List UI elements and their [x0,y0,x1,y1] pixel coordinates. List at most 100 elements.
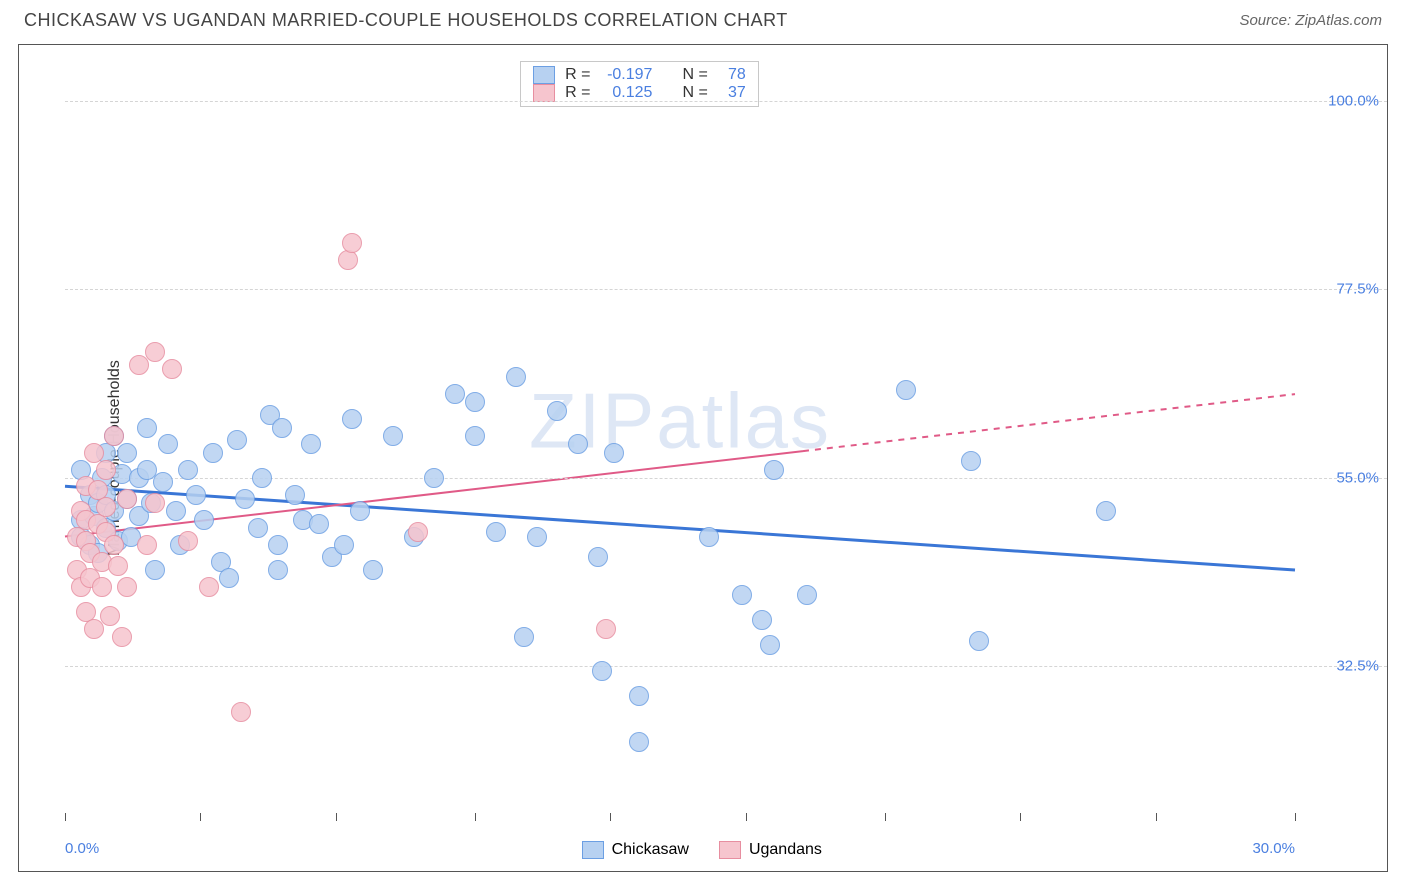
swatch-icon [533,84,555,102]
data-point [1096,501,1116,521]
r-label: R = [565,66,590,84]
y-tick-label: 55.0% [1336,469,1379,486]
data-point [604,443,624,463]
gridline [65,289,1387,290]
data-point [137,535,157,555]
n-value: 78 [718,66,746,84]
chart-container: Married-couple Households ZIPatlas R =-0… [18,44,1388,872]
data-point [108,556,128,576]
data-point [309,514,329,534]
data-point [596,619,616,639]
data-point [732,585,752,605]
y-tick-label: 32.5% [1336,658,1379,675]
data-point [84,619,104,639]
data-point [268,535,288,555]
r-label: R = [565,84,590,102]
data-point [334,535,354,555]
legend-label: Chickasaw [612,841,689,859]
data-point [186,485,206,505]
plot-area: ZIPatlas R =-0.197N =78R =0.125N =37 Chi… [65,59,1295,813]
x-tick [1020,813,1021,821]
data-point [145,493,165,513]
data-point [408,522,428,542]
data-point [896,380,916,400]
data-point [112,627,132,647]
x-tick [475,813,476,821]
data-point [764,460,784,480]
trend-line-dashed [803,394,1295,451]
data-point [465,426,485,446]
data-point [92,577,112,597]
data-point [166,501,186,521]
n-label: N = [682,84,707,102]
data-point [465,392,485,412]
r-value: 0.125 [600,84,652,102]
data-point [199,577,219,597]
x-tick [1156,813,1157,821]
data-point [252,468,272,488]
data-point [162,359,182,379]
data-point [178,531,198,551]
data-point [158,434,178,454]
data-point [424,468,444,488]
data-point [285,485,305,505]
swatch-icon [533,66,555,84]
data-point [342,409,362,429]
x-tick [610,813,611,821]
data-point [104,535,124,555]
x-tick [65,813,66,821]
swatch-icon [582,841,604,859]
data-point [445,384,465,404]
data-point [248,518,268,538]
chart-title: CHICKASAW VS UGANDAN MARRIED-COUPLE HOUS… [24,10,788,31]
data-point [117,489,137,509]
n-label: N = [682,66,707,84]
x-tick [746,813,747,821]
x-tick-label: 0.0% [65,840,99,857]
data-point [547,401,567,421]
data-point [629,732,649,752]
legend-item: Chickasaw [582,841,689,859]
x-tick [336,813,337,821]
series-legend: Chickasaw Ugandans [582,841,822,859]
data-point [178,460,198,480]
data-point [969,631,989,651]
gridline [65,101,1387,102]
data-point [592,661,612,681]
data-point [153,472,173,492]
data-point [219,568,239,588]
data-point [588,547,608,567]
x-tick-label: 30.0% [1252,840,1295,857]
swatch-icon [719,841,741,859]
data-point [96,497,116,517]
data-point [752,610,772,630]
data-point [117,443,137,463]
data-point [194,510,214,530]
data-point [961,451,981,471]
data-point [104,426,124,446]
x-tick [200,813,201,821]
data-point [342,233,362,253]
data-point [350,501,370,521]
data-point [145,342,165,362]
data-point [383,426,403,446]
y-tick-label: 100.0% [1328,92,1379,109]
data-point [137,418,157,438]
data-point [100,606,120,626]
data-point [506,367,526,387]
data-point [268,560,288,580]
x-tick [1295,813,1296,821]
data-point [486,522,506,542]
data-point [629,686,649,706]
data-point [117,577,137,597]
r-value: -0.197 [600,66,652,84]
stats-row: R = -0.197 N = 78 [533,66,746,84]
data-point [96,460,116,480]
data-point [527,527,547,547]
legend-item: Ugandans [719,841,822,859]
x-tick [885,813,886,821]
y-tick-label: 77.5% [1336,281,1379,298]
data-point [231,702,251,722]
gridline [65,666,1387,667]
data-point [145,560,165,580]
